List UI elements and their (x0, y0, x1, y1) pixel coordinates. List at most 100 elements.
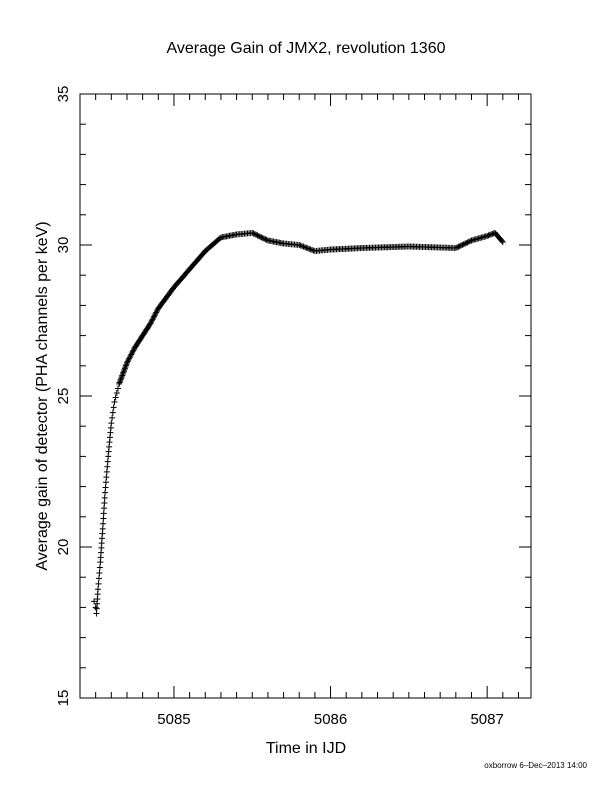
data-point (119, 371, 126, 378)
data-point (110, 404, 117, 411)
data-point (100, 520, 107, 527)
data-point (118, 373, 125, 380)
data-point (123, 361, 130, 368)
data-point (300, 243, 307, 250)
data-point (498, 237, 505, 244)
data-point (149, 316, 156, 323)
data-point (307, 246, 314, 253)
data-point (261, 235, 268, 242)
data-point (122, 362, 129, 369)
data-point (103, 474, 110, 481)
data-point (309, 246, 316, 253)
data-point (100, 510, 107, 517)
data-point (460, 241, 467, 248)
chart-title: Average Gain of JMX2, revolution 1360 (167, 40, 446, 57)
axis-ticks (79, 93, 531, 699)
x-tick-label: 5087 (470, 711, 503, 728)
y-tick-label: 25 (55, 388, 72, 405)
data-point (109, 414, 116, 421)
data-point (304, 245, 311, 252)
data-point (117, 376, 124, 383)
data-point (96, 564, 103, 571)
axis-tick-labels: 5085 5086 5087 15 20 25 30 35 (55, 86, 504, 728)
data-point (117, 378, 124, 385)
data-point (148, 319, 155, 326)
data-point (127, 352, 134, 359)
data-point (128, 351, 135, 358)
data-point (109, 409, 116, 416)
data-point (467, 238, 474, 245)
x-tick-label: 5086 (314, 711, 347, 728)
data-point (119, 372, 126, 379)
data-point (499, 238, 506, 245)
data-point (123, 359, 130, 366)
data-point (152, 310, 159, 317)
data-point (455, 243, 462, 250)
data-point (484, 232, 491, 239)
y-tick-label: 30 (55, 237, 72, 254)
data-point (153, 308, 160, 315)
data-point (95, 580, 102, 587)
data-point (96, 569, 103, 576)
data-point (250, 230, 257, 237)
data-point (296, 242, 303, 248)
data-point (461, 240, 468, 247)
data-point (146, 321, 153, 328)
data-point (297, 242, 304, 249)
data-point (459, 241, 466, 248)
x-axis-label: Time in IJD (266, 740, 346, 757)
data-point (101, 505, 108, 512)
data-point (253, 231, 260, 238)
data-point (125, 357, 132, 364)
data-point (147, 320, 154, 327)
data-point (301, 244, 308, 251)
data-point (101, 499, 108, 506)
data-point (306, 245, 313, 252)
data-point (100, 515, 107, 522)
data-point (118, 375, 125, 382)
x-tick-label: 5085 (157, 711, 190, 728)
data-point (104, 458, 111, 465)
data-point (254, 232, 261, 239)
data-point (486, 231, 493, 238)
data-point (263, 236, 270, 243)
data-point (95, 586, 102, 593)
data-point (104, 463, 111, 470)
data-point (262, 236, 269, 243)
data-point (102, 484, 109, 491)
data-point (249, 229, 256, 236)
data-point (129, 348, 136, 355)
data-point (108, 420, 115, 427)
data-point (126, 354, 133, 361)
data-point (102, 479, 109, 486)
data-point (131, 346, 138, 353)
data-point (101, 494, 108, 501)
data-point (465, 238, 472, 245)
data-point (216, 235, 223, 242)
data-point (126, 355, 133, 362)
data-point (116, 379, 123, 386)
data-point (120, 368, 127, 375)
data-point (151, 312, 158, 319)
data-point (121, 366, 128, 373)
y-axis-label: Average gain of detector (PHA channels p… (34, 221, 51, 570)
data-point (121, 365, 128, 372)
data-point (130, 347, 137, 354)
y-tick-label: 15 (55, 690, 72, 707)
data-point (120, 369, 127, 376)
data-point (259, 234, 266, 241)
data-points (91, 229, 506, 617)
data-point (458, 242, 465, 249)
y-tick-label: 35 (55, 86, 72, 103)
data-point (456, 243, 463, 250)
data-point (463, 239, 470, 246)
data-point (151, 313, 158, 320)
data-point (148, 317, 155, 324)
footer-credit: oxborrow 6–Dec–2013 14:00 (484, 761, 587, 770)
data-point (124, 358, 131, 365)
data-point (251, 231, 258, 238)
data-point (112, 394, 119, 401)
data-point (114, 385, 121, 392)
plot-frame (79, 93, 532, 699)
